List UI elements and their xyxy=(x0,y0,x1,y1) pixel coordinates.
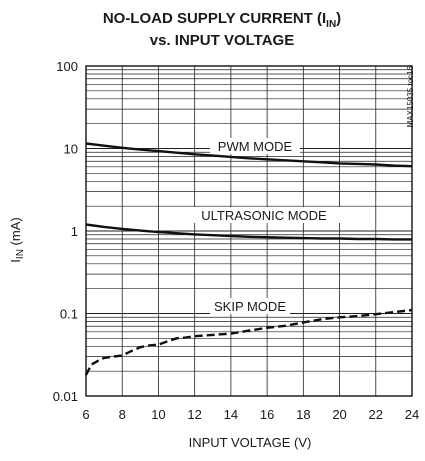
x-tick-label: 20 xyxy=(332,407,346,422)
y-axis-label: IIN (mA) xyxy=(8,217,26,262)
x-tick-label: 14 xyxy=(224,407,238,422)
plot-frame xyxy=(85,65,413,397)
grid xyxy=(85,65,413,397)
figure-code: MAX15035 toc16 xyxy=(406,65,415,127)
y-tick-label: 10 xyxy=(64,142,78,157)
x-axis-label: INPUT VOLTAGE (V) xyxy=(189,435,312,450)
tick-labels: 6 8 10 12 14 16 18 20 22 24 100 10 1 0.1 0.01 xyxy=(53,59,420,422)
x-tick-label: 12 xyxy=(187,407,201,422)
annotation-ultrasonic-mode: ULTRASONIC MODE xyxy=(201,208,327,223)
annotation-bg-pwm xyxy=(210,138,300,154)
series-line-pwm-mode xyxy=(85,142,413,168)
x-tick-label: 10 xyxy=(151,407,165,422)
x-tick-label: 6 xyxy=(82,407,89,422)
annotation-pwm-mode: PWM MODE xyxy=(218,139,293,154)
y-tick-label: 100 xyxy=(56,59,78,74)
series-line-skip-mode xyxy=(84,308,413,376)
chart-title-line1: NO-LOAD SUPPLY CURRENT (IIN) xyxy=(103,10,341,30)
series-annotations: PWM MODE ULTRASONIC MODE SKIP MODE xyxy=(188,138,340,314)
annotation-bg-ultrasonic xyxy=(188,207,340,223)
series-line-ultrasonic-mode xyxy=(85,223,412,241)
y-tick-label: 0.01 xyxy=(53,389,78,404)
x-tick-label: 24 xyxy=(405,407,419,422)
series-layer xyxy=(84,142,413,376)
annotation-skip-mode: SKIP MODE xyxy=(214,299,286,314)
x-tick-label: 16 xyxy=(260,407,274,422)
annotation-bg-skip xyxy=(210,298,290,314)
chart-title-line2: vs. INPUT VOLTAGE xyxy=(150,32,294,49)
y-tick-label: 0.1 xyxy=(60,307,78,322)
x-tick-label: 8 xyxy=(119,407,126,422)
y-tick-label: 1 xyxy=(71,224,78,239)
x-tick-label: 18 xyxy=(296,407,310,422)
x-tick-label: 22 xyxy=(369,407,383,422)
